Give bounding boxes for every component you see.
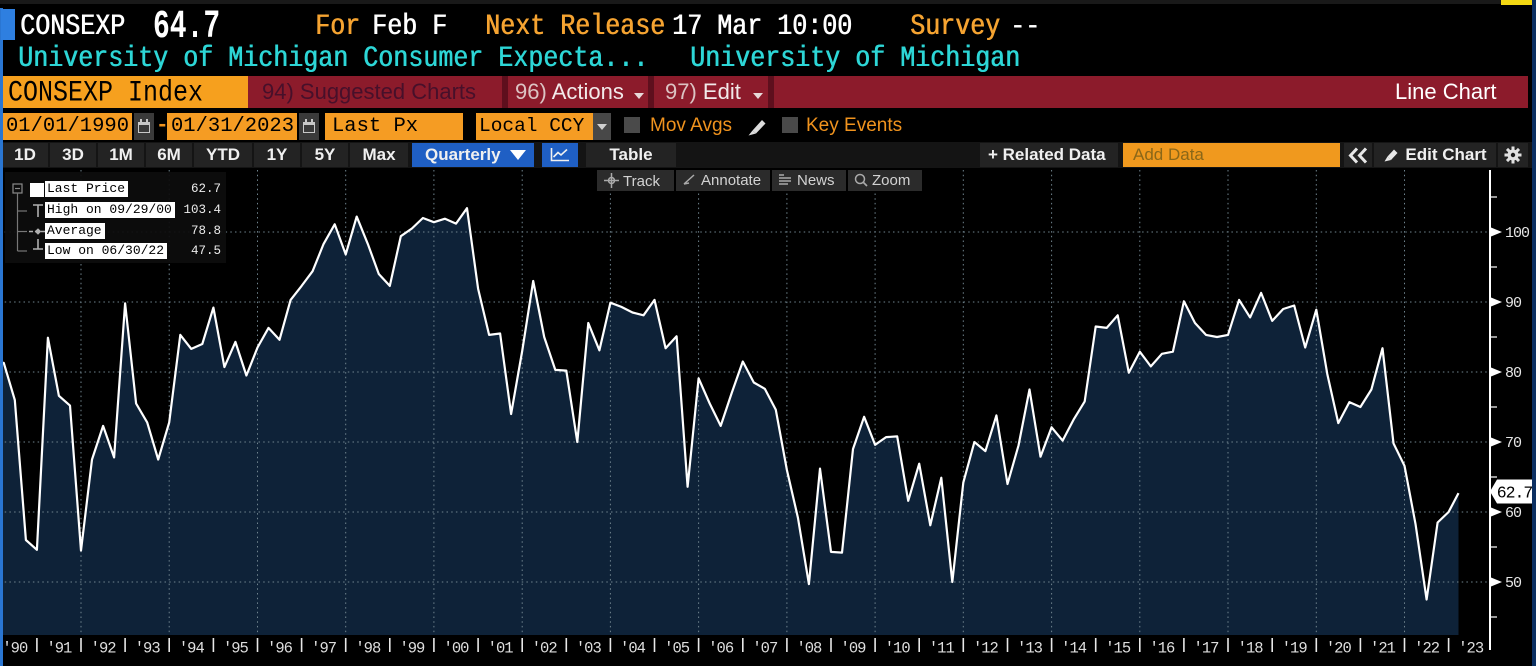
svg-text:'97: '97	[311, 640, 337, 658]
svg-text:100: 100	[1505, 225, 1530, 242]
svg-text:'12: '12	[973, 640, 999, 658]
svg-text:'23: '23	[1458, 640, 1484, 658]
svg-text:'99: '99	[399, 640, 425, 658]
svg-text:'95: '95	[223, 640, 249, 658]
svg-text:'05: '05	[664, 640, 690, 658]
svg-text:60: 60	[1505, 505, 1522, 522]
svg-text:'94: '94	[179, 640, 205, 658]
svg-text:'18: '18	[1238, 640, 1264, 658]
svg-text:'13: '13	[1017, 640, 1043, 658]
svg-text:'03: '03	[576, 640, 602, 658]
svg-text:'00: '00	[444, 640, 470, 658]
svg-text:90: 90	[1505, 295, 1522, 312]
svg-text:'16: '16	[1149, 640, 1175, 658]
svg-text:'21: '21	[1370, 640, 1396, 658]
svg-text:62.7: 62.7	[1497, 484, 1533, 503]
svg-text:'01: '01	[488, 640, 514, 658]
svg-text:'02: '02	[532, 640, 558, 658]
svg-text:'91: '91	[46, 640, 72, 658]
svg-text:'08: '08	[796, 640, 822, 658]
svg-text:70: 70	[1505, 435, 1522, 452]
svg-text:'15: '15	[1105, 640, 1131, 658]
svg-text:50: 50	[1505, 575, 1522, 592]
svg-text:'19: '19	[1282, 640, 1308, 658]
svg-text:'20: '20	[1326, 640, 1352, 658]
svg-text:'10: '10	[885, 640, 911, 658]
svg-text:'04: '04	[620, 640, 646, 658]
svg-text:'93: '93	[135, 640, 161, 658]
svg-text:'96: '96	[267, 640, 293, 658]
svg-text:'07: '07	[752, 640, 778, 658]
svg-text:'98: '98	[355, 640, 381, 658]
svg-text:'22: '22	[1414, 640, 1440, 658]
svg-text:'09: '09	[841, 640, 867, 658]
svg-text:'06: '06	[708, 640, 734, 658]
svg-text:'14: '14	[1061, 640, 1087, 658]
svg-text:'17: '17	[1194, 640, 1220, 658]
svg-text:80: 80	[1505, 365, 1522, 382]
svg-text:'11: '11	[929, 640, 955, 658]
svg-text:'90: '90	[2, 640, 28, 658]
svg-text:'92: '92	[91, 640, 117, 658]
